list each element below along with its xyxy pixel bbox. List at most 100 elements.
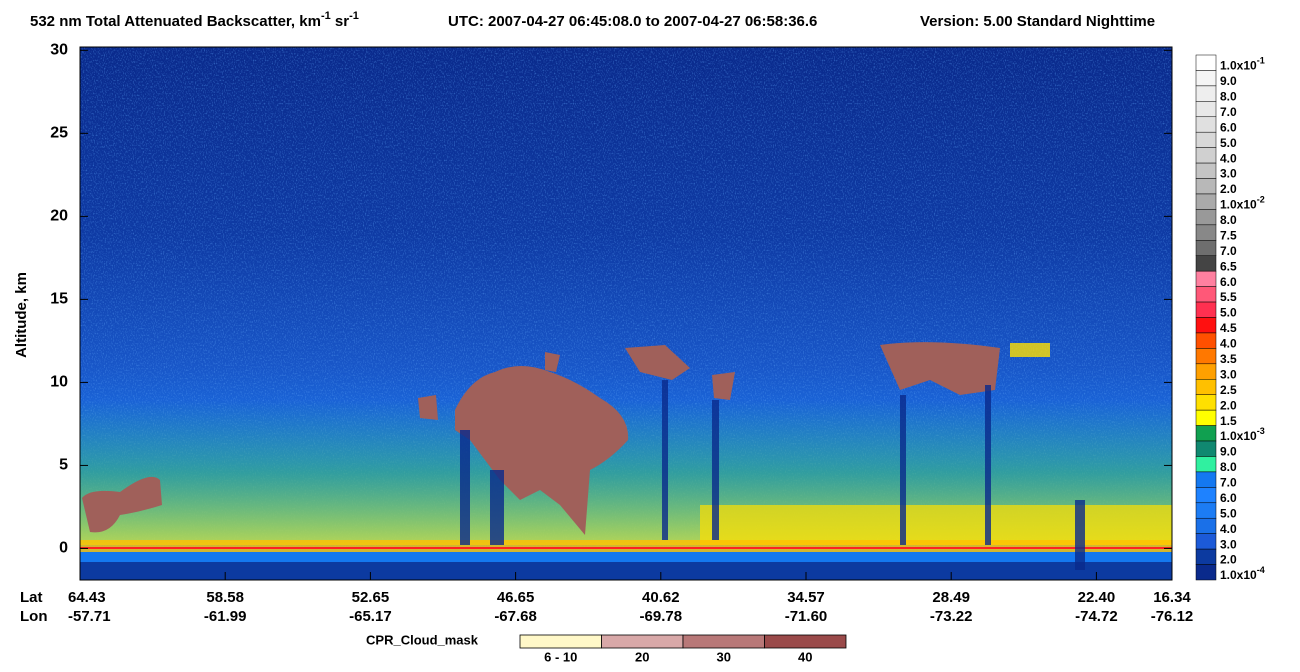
colorbar-label: 1.0x10-3 bbox=[1220, 426, 1265, 443]
colorbar-cell bbox=[1195, 409, 1217, 426]
lon-tick-label: -65.17 bbox=[349, 608, 392, 625]
colorbar-cell bbox=[1195, 70, 1217, 87]
lat-tick-label: 64.43 bbox=[68, 589, 106, 606]
lat-tick-label: 16.34 bbox=[1153, 589, 1191, 606]
colorbar-label-exp: -3 bbox=[1257, 426, 1265, 436]
cpr-legend-label: 40 bbox=[798, 649, 812, 664]
colorbar-cell bbox=[1195, 348, 1217, 365]
colorbar-label-base: 1.0x10 bbox=[1220, 568, 1257, 582]
y-tick-label: 20 bbox=[50, 208, 68, 225]
colorbar-cell bbox=[1195, 533, 1217, 550]
colorbar-label: 1.5 bbox=[1220, 414, 1237, 428]
colorbar-label: 7.0 bbox=[1220, 244, 1237, 258]
colorbar-label-exp: -4 bbox=[1257, 565, 1265, 575]
colorbar-label: 3.5 bbox=[1220, 352, 1237, 366]
colorbar-label-exp: -2 bbox=[1257, 195, 1265, 205]
cpr-legend-label: 30 bbox=[717, 649, 731, 664]
colorbar-label: 3.0 bbox=[1220, 537, 1237, 551]
lon-tick-label: -61.99 bbox=[204, 608, 247, 625]
colorbar-label: 1.0x10-2 bbox=[1220, 195, 1265, 212]
colorbar-label: 5.5 bbox=[1220, 290, 1237, 304]
lon-tick-label: -67.68 bbox=[494, 608, 537, 625]
colorbar-label: 4.0 bbox=[1220, 522, 1237, 536]
colorbar-label: 4.0 bbox=[1220, 337, 1237, 351]
time-range: UTC: 2007-04-27 06:45:08.0 to 2007-04-27… bbox=[448, 13, 817, 30]
lat-tick-label: 34.57 bbox=[787, 589, 825, 606]
colorbar-label-exp: -1 bbox=[1257, 56, 1265, 66]
colorbar-label: 3.0 bbox=[1220, 367, 1237, 381]
lat-tick-label: 58.58 bbox=[206, 589, 244, 606]
colorbar-label: 8.0 bbox=[1220, 89, 1237, 103]
colorbar-label: 9.0 bbox=[1220, 445, 1237, 459]
y-tick-label: 0 bbox=[59, 540, 68, 557]
colorbar-label-base: 1.0x10 bbox=[1220, 59, 1257, 73]
lon-tick-label: -76.12 bbox=[1151, 608, 1194, 625]
colorbar-label: 6.0 bbox=[1220, 491, 1237, 505]
colorbar-cell bbox=[1195, 162, 1217, 179]
colorbar-label: 2.0 bbox=[1220, 553, 1237, 567]
colorbar-cell bbox=[1195, 54, 1217, 71]
cpr-legend-label: 20 bbox=[635, 649, 649, 664]
colorbar-label: 5.0 bbox=[1220, 306, 1237, 320]
lat-tick-label: 40.62 bbox=[642, 589, 680, 606]
colorbar-label-base: 1.0x10 bbox=[1220, 198, 1257, 212]
colorbar-cell bbox=[1195, 240, 1217, 256]
colorbar-cell bbox=[1195, 456, 1217, 473]
cpr-legend-swatch bbox=[682, 634, 765, 649]
colorbar-label: 8.0 bbox=[1220, 213, 1237, 227]
colorbar-label: 9.0 bbox=[1220, 74, 1237, 88]
colorbar-cell bbox=[1195, 116, 1217, 133]
lon-label: Lon bbox=[20, 608, 48, 625]
version: Version: 5.00 Standard Nighttime bbox=[920, 13, 1155, 30]
y-tick-label: 5 bbox=[59, 457, 68, 474]
colorbar-cell bbox=[1195, 332, 1217, 349]
colorbar-cell bbox=[1195, 255, 1217, 272]
colorbar-label: 5.0 bbox=[1220, 136, 1237, 150]
colorbar-cell bbox=[1195, 131, 1217, 148]
colorbar-cell bbox=[1195, 147, 1217, 164]
y-axis-label: Altitude, km bbox=[13, 272, 30, 358]
plot-frame bbox=[79, 46, 1173, 581]
colorbar-label: 2.5 bbox=[1220, 383, 1237, 397]
colorbar-cell bbox=[1195, 487, 1217, 504]
lat-label: Lat bbox=[20, 589, 43, 606]
backscatter-image bbox=[80, 47, 1172, 580]
colorbar-cell bbox=[1195, 363, 1217, 380]
lat-tick-label: 46.65 bbox=[497, 589, 535, 606]
colorbar-label: 4.0 bbox=[1220, 151, 1237, 165]
colorbar-cell bbox=[1195, 209, 1217, 226]
colorbar-cell bbox=[1195, 548, 1217, 565]
colorbar-label-base: 1.0x10 bbox=[1220, 429, 1257, 443]
cpr-legend-swatch bbox=[519, 634, 602, 649]
colorbar-cell bbox=[1195, 224, 1217, 241]
colorbar-label: 4.5 bbox=[1220, 321, 1237, 335]
lon-tick-label: -71.60 bbox=[785, 608, 828, 625]
lon-tick-label: -57.71 bbox=[68, 608, 111, 625]
lat-tick-label: 52.65 bbox=[352, 589, 390, 606]
colorbar-label: 2.0 bbox=[1220, 398, 1237, 412]
colorbar-cell bbox=[1195, 301, 1217, 318]
cpr-legend-title: CPR_Cloud_mask bbox=[366, 632, 479, 647]
cpr-legend-label: 6 - 10 bbox=[544, 649, 577, 664]
colorbar-cell bbox=[1195, 564, 1217, 581]
colorbar-cell bbox=[1195, 425, 1217, 442]
colorbar-cell bbox=[1195, 471, 1217, 488]
colorbar-cell bbox=[1195, 193, 1217, 210]
y-tick-label: 10 bbox=[50, 374, 68, 391]
colorbar-label: 7.5 bbox=[1220, 228, 1237, 242]
chart-title: 532 nm Total Attenuated Backscatter, km-… bbox=[30, 10, 359, 30]
colorbar-label: 3.0 bbox=[1220, 167, 1237, 181]
colorbar-label: 7.0 bbox=[1220, 476, 1237, 490]
lon-tick-label: -73.22 bbox=[930, 608, 973, 625]
colorbar-label: 6.0 bbox=[1220, 275, 1237, 289]
colorbar-label: 1.0x10-4 bbox=[1220, 565, 1265, 582]
colorbar-cell bbox=[1195, 502, 1217, 519]
colorbar-cell bbox=[1195, 270, 1217, 287]
colorbar-label: 5.0 bbox=[1220, 506, 1237, 520]
colorbar-label: 2.0 bbox=[1220, 182, 1237, 196]
y-tick-label: 15 bbox=[50, 291, 68, 308]
y-tick-label: 25 bbox=[50, 125, 68, 142]
y-tick-label: 30 bbox=[50, 42, 68, 59]
colorbar-label: 6.5 bbox=[1220, 259, 1237, 273]
colorbar-cell bbox=[1195, 317, 1217, 334]
